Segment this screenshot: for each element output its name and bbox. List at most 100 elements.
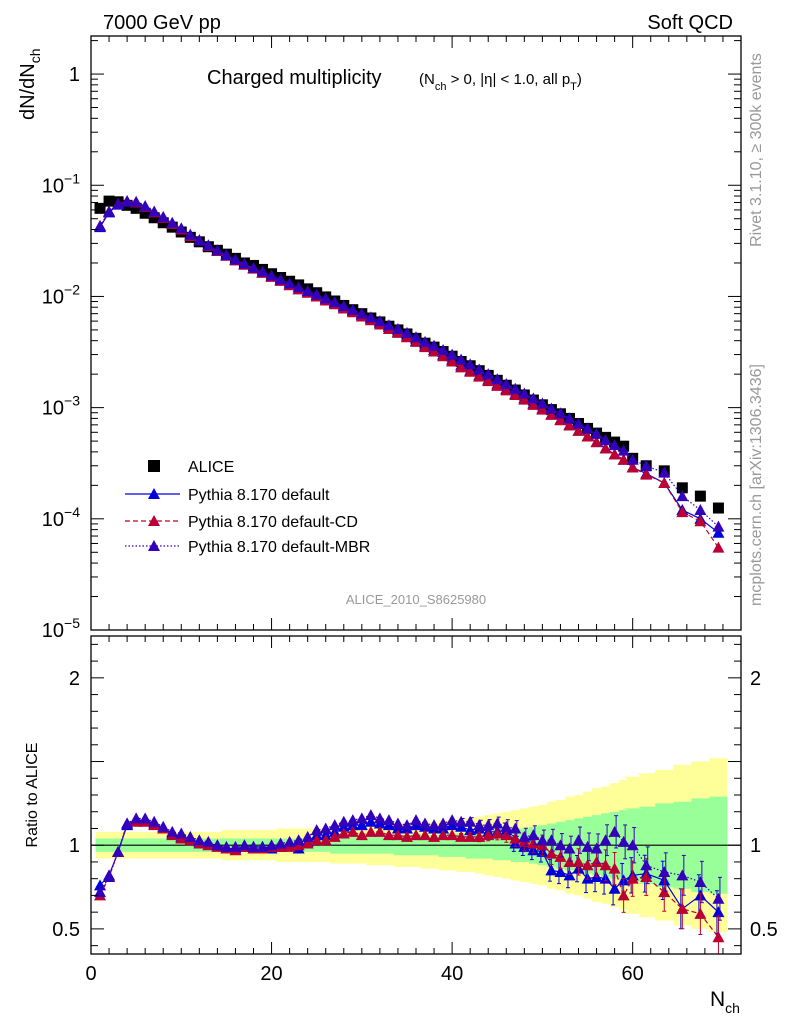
pythia-default-mbr-point (328, 296, 341, 308)
pythia-default-mbr-line (99, 200, 719, 528)
pythia-default-mbr-point (590, 427, 603, 439)
pythia-default-mbr-ratio-point (301, 830, 314, 842)
pythia-default-mbr-point (694, 504, 707, 516)
pythia-default-mbr-point (94, 220, 107, 232)
pythia-default-point (712, 526, 725, 538)
pythia-default-mbr-ratio-point (608, 825, 621, 837)
pythia-default-mbr-point (373, 315, 386, 327)
pythia-default-mbr-point (658, 466, 671, 478)
pythia-default-cd-point (464, 365, 477, 377)
pythia-default-cd-ratio-point (319, 834, 332, 846)
pythia-default-mbr-point (157, 210, 170, 222)
pythia-default-mbr-point (437, 343, 450, 355)
pythia-default-mbr-ratio-point (211, 839, 224, 851)
pythia-default-mbr-ratio-point (220, 840, 233, 852)
pythia-default-mbr-ratio-point (130, 812, 143, 824)
pythia-default-cd-point (563, 419, 576, 431)
pythia-default-mbr-point (112, 197, 125, 209)
pythia-default-ratio-point (608, 882, 621, 894)
pythia-default-ratio-point (563, 869, 576, 881)
alice-point (694, 490, 706, 502)
pythia-default-cd-ratio-point (640, 871, 653, 883)
analysis-id: ALICE_2010_S8625980 (346, 592, 486, 607)
pythia-default-mbr-ratio-point (694, 876, 707, 888)
ratio-marks (91, 758, 741, 954)
pythia-default-cd-point (428, 345, 441, 357)
pythia-default-cd-ratio-point (446, 829, 459, 841)
pythia-default-mbr-ratio-point (175, 827, 188, 839)
legend-label: Pythia 8.170 default-CD (188, 514, 358, 531)
pythia-default-mbr-point (536, 397, 549, 409)
pythia-default-mbr-ratio-point (581, 840, 594, 852)
pythia-default-mbr-point (229, 253, 242, 265)
main-tick-labels: 1 10−1 10−2 10−3 10−4 10−5 (42, 64, 80, 642)
pythia-default-cd-ratio-point (473, 830, 486, 842)
pythia-default-mbr-ratio-point (274, 837, 287, 849)
pythia-default-cd-ratio-point (373, 825, 386, 837)
pythia-default-mbr-ratio-point (617, 835, 630, 847)
pythia-default-ratio-point (355, 819, 368, 831)
x-tick-label: 20 (260, 963, 282, 985)
pythia-default-mbr-ratio-point (373, 812, 386, 824)
pythia-default-cd-ratio-point (712, 931, 725, 943)
pythia-default-mbr-point (220, 248, 233, 260)
ratio-y-tick-label-right: 0.5 (750, 919, 778, 941)
pythia-default-mbr-ratio-point (346, 814, 359, 826)
pythia-default-mbr-ratio-point (238, 839, 251, 851)
pythia-default-mbr-point (428, 339, 441, 351)
rivet-version: Rivet 3.1.10, ≥ 300k events (748, 53, 765, 247)
pythia-default-mbr-ratio-point (536, 834, 549, 846)
legend-marker (148, 540, 160, 551)
x-tick-label: 60 (622, 963, 644, 985)
pythia-default-mbr-point (130, 195, 143, 207)
pythia-default-mbr-ratio-point (310, 824, 323, 836)
pythia-default-mbr-point (283, 277, 296, 289)
alice-point (148, 212, 160, 224)
pythia-default-mbr-point (491, 373, 504, 385)
pythia-default-cd-point (482, 375, 495, 387)
pythia-default-cd-ratio-point (581, 859, 594, 871)
pythia-default-cd-point (554, 414, 567, 426)
pythia-default-mbr-ratio-point (626, 839, 639, 851)
pythia-default-line (99, 201, 719, 534)
pythia-default-cd-ratio-point (391, 829, 404, 841)
pythia-default-mbr-point (148, 205, 161, 217)
pythia-default-cd-ratio-point (328, 830, 341, 842)
pythia-default-mbr-ratio-point (139, 812, 152, 824)
pythia-default-cd-ratio-point (694, 907, 707, 919)
pythia-default-cd-ratio-point (500, 829, 513, 841)
pythia-default-mbr-point (238, 257, 251, 269)
pythia-default-mbr-ratio-point (545, 834, 558, 846)
pythia-default-cd-ratio-point (599, 859, 612, 871)
pythia-default-mbr-ratio-point (328, 819, 341, 831)
pythia-default-mbr-point (184, 228, 197, 240)
pythia-default-cd-point (658, 476, 671, 488)
pythia-default-mbr-point (121, 195, 134, 207)
pythia-default-mbr-point (400, 326, 413, 338)
pythia-default-mbr-point (455, 353, 468, 365)
pythia-default-mbr-point (563, 412, 576, 424)
pythia-default-mbr-point (554, 407, 567, 419)
pythia-default-mbr-ratio-point (247, 840, 260, 852)
pythia-default-mbr-ratio-point (428, 819, 441, 831)
pythia-default-mbr-point (166, 216, 179, 228)
pythia-default-cd-point (572, 424, 585, 436)
pythia-default-cd-point (437, 350, 450, 362)
pythia-default-mbr-point (712, 520, 725, 532)
legend-label: Pythia 8.170 default (188, 487, 330, 504)
pythia-default-mbr-point (193, 234, 206, 246)
pythia-default-mbr-ratio-point (157, 820, 170, 832)
pythia-default-ratio-point (364, 815, 377, 827)
pythia-default-mbr-ratio-point (572, 834, 585, 846)
pythia-default-mbr-ratio-point (283, 835, 296, 847)
pythia-default-ratio-point (464, 824, 477, 836)
pythia-default-mbr-point (175, 222, 188, 234)
pythia-default-cd-point (518, 393, 531, 405)
pythia-default-mbr-point (265, 269, 278, 281)
pythia-default-cd-ratio-point (563, 855, 576, 867)
pythia-default-mbr-ratio-point (482, 819, 495, 831)
pythia-default-mbr-ratio-point (103, 871, 116, 883)
pythia-default-mbr-ratio-point (712, 892, 725, 904)
pythia-default-mbr-point (599, 434, 612, 446)
y-tick-label: 1 (69, 64, 80, 86)
